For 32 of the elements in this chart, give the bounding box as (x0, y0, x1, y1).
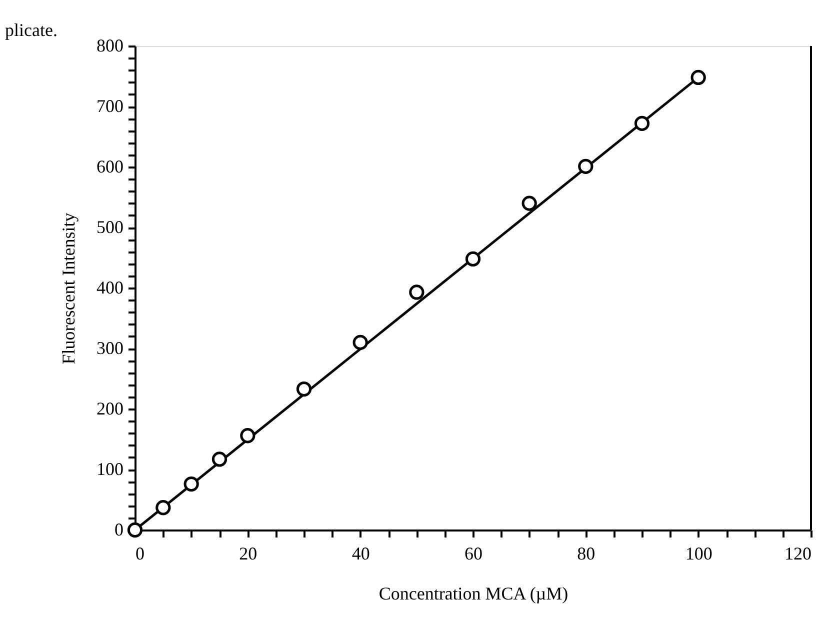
x-tick-label: 0 (136, 544, 144, 564)
y-tick-label: 700 (96, 96, 124, 116)
point (690, 70, 706, 86)
y-axis-title: Fluorescent Intensity (58, 212, 78, 364)
point (465, 251, 481, 267)
y-tick-label: 800 (96, 36, 124, 56)
point (409, 284, 424, 300)
point (634, 116, 650, 132)
y-tick-label: 0 (114, 520, 124, 540)
x-axis-title: Concentration MCA (µM) (378, 584, 568, 604)
y-tick-label: 300 (96, 338, 124, 358)
text: plicate. (5, 20, 58, 40)
y-tick-label: 500 (96, 217, 124, 237)
point (352, 334, 368, 350)
point (156, 500, 171, 516)
x-tick-label: 120 (784, 544, 812, 564)
y-tick-label: 100 (96, 459, 124, 479)
y-tick-label: 400 (96, 278, 124, 298)
x-tick-label: 20 (239, 544, 258, 564)
point (578, 158, 594, 174)
x-tick-label: 80 (577, 544, 596, 564)
x-tick-label: 60 (464, 544, 482, 564)
point (127, 522, 143, 538)
point (240, 428, 256, 444)
x-tick-label: 100 (685, 544, 712, 564)
point (522, 196, 537, 211)
point (212, 452, 228, 467)
y-tick-label: 600 (96, 156, 124, 176)
point (184, 476, 199, 492)
y-tick-label: 200 (96, 398, 124, 418)
point (296, 381, 312, 397)
x-tick-label: 40 (352, 544, 370, 564)
